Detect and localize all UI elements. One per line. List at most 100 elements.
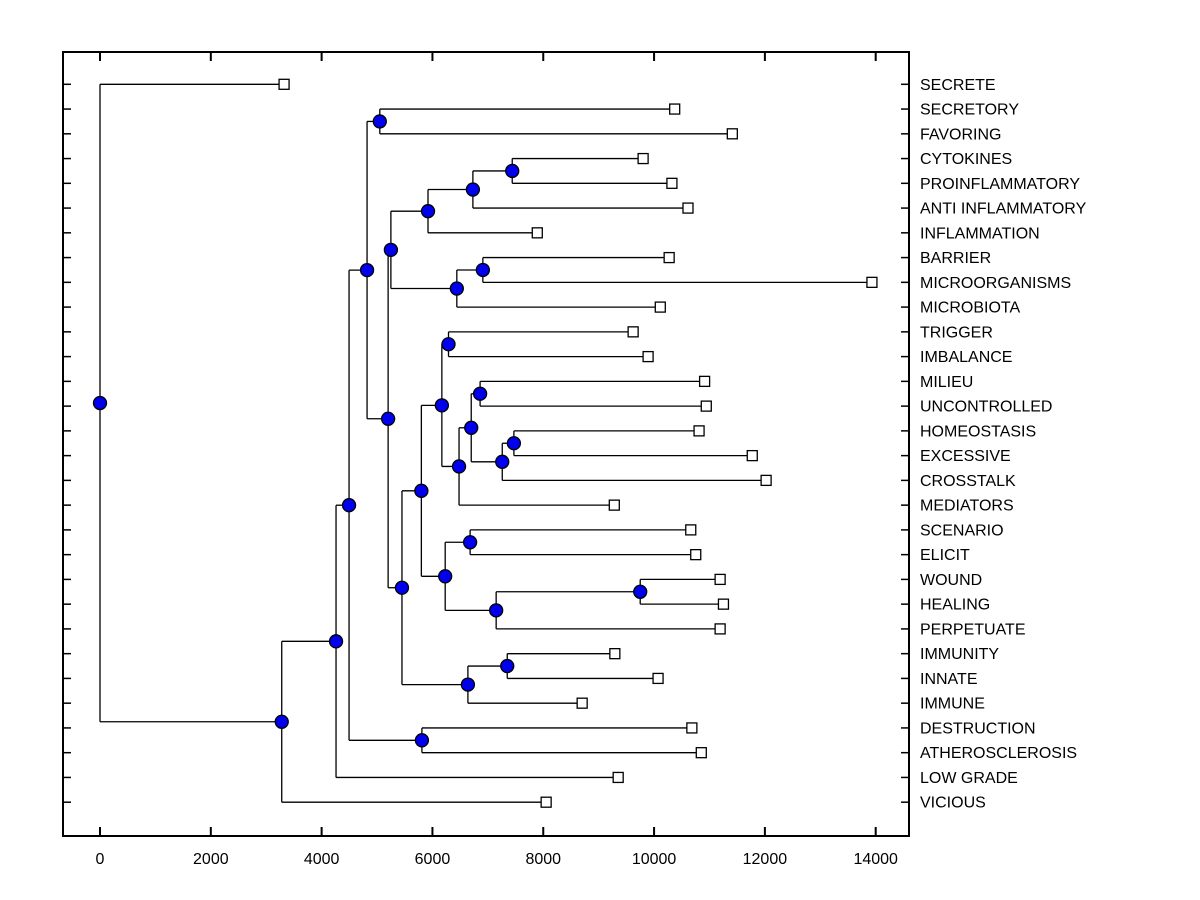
- internal-node-marker: [495, 454, 510, 469]
- x-tick-label: 6000: [415, 851, 451, 868]
- x-tick-label: 0: [96, 851, 105, 868]
- leaf-label: HEALING: [920, 597, 990, 614]
- leaf-node-marker: [666, 177, 678, 189]
- leaf-node-marker: [663, 251, 675, 264]
- leaf-label: INFLAMMATION: [920, 225, 1040, 242]
- leaf-node-marker: [686, 722, 698, 734]
- internal-node-marker: [341, 498, 357, 513]
- x-tick-label: 8000: [525, 851, 561, 868]
- leaf-node-marker: [654, 301, 666, 313]
- internal-node-marker: [414, 733, 430, 748]
- leaf-label: IMBALANCE: [920, 349, 1012, 366]
- leaf-node-marker: [637, 152, 649, 165]
- leaf-label: MEDIATORS: [920, 498, 1014, 515]
- leaf-label: MILIEU: [920, 374, 973, 391]
- internal-node-marker: [359, 262, 375, 278]
- leaf-label: ANTI INFLAMMATORY: [920, 201, 1087, 218]
- leaf-node-marker: [714, 623, 726, 635]
- leaf-label: PERPETUATE: [920, 621, 1026, 638]
- leaf-node-marker: [746, 449, 758, 462]
- leaf-label: WOUND: [920, 572, 982, 589]
- leaf-node-marker: [612, 771, 624, 784]
- leaf-node-marker: [682, 202, 694, 214]
- leaf-label: MICROBIOTA: [920, 300, 1020, 317]
- leaf-label: UNCONTROLLED: [920, 399, 1052, 416]
- leaf-node-marker: [278, 78, 290, 90]
- leaf-node-marker: [576, 697, 588, 709]
- internal-node-marker: [449, 281, 464, 296]
- leaf-node-marker: [531, 227, 543, 239]
- internal-node-marker: [420, 204, 436, 219]
- internal-node-marker: [472, 386, 488, 401]
- internal-node-marker: [505, 163, 520, 179]
- x-tick-label: 4000: [304, 851, 340, 868]
- leaf-label: DESTRUCTION: [920, 720, 1036, 737]
- internal-node-marker: [464, 420, 479, 435]
- leaf-label: INNATE: [920, 671, 977, 688]
- internal-node-marker: [633, 584, 648, 599]
- leaf-label: SECRETE: [920, 77, 996, 94]
- leaf-node-marker: [685, 524, 697, 536]
- x-tick-label: 10000: [632, 851, 677, 868]
- internal-node-marker: [380, 411, 396, 426]
- internal-node-marker: [451, 459, 467, 474]
- x-tick-label: 12000: [743, 851, 788, 868]
- internal-node-marker: [414, 483, 429, 498]
- internal-node-marker: [506, 436, 522, 451]
- leaf-node-marker: [695, 747, 707, 759]
- leaf-label: LOW GRADE: [920, 770, 1018, 787]
- leaf-label: IMMUNITY: [920, 646, 999, 663]
- internal-node-marker: [462, 535, 478, 550]
- leaf-node-marker: [714, 573, 726, 586]
- internal-node-marker: [460, 677, 476, 692]
- leaf-node-marker: [609, 648, 621, 660]
- leaf-label: FAVORING: [920, 126, 1002, 143]
- leaf-node-marker: [642, 350, 654, 363]
- leaf-node-marker: [717, 598, 730, 610]
- leaf-label: PROINFLAMMATORY: [920, 176, 1080, 193]
- leaf-node-marker: [726, 128, 738, 140]
- internal-node-marker: [500, 658, 515, 674]
- internal-node-marker: [394, 580, 410, 595]
- internal-node-marker: [328, 634, 344, 649]
- leaf-node-marker: [690, 548, 702, 561]
- internal-node-marker: [465, 182, 481, 197]
- leaf-label: TRIGGER: [920, 324, 993, 341]
- leaf-label: ELICIT: [920, 547, 970, 564]
- leaf-node-marker: [608, 499, 620, 511]
- leaf-node-marker: [652, 672, 664, 685]
- leaf-label: EXCESSIVE: [920, 448, 1011, 465]
- leaf-label: BARRIER: [920, 250, 991, 267]
- leaf-node-marker: [760, 474, 772, 487]
- leaf-label: MICROORGANISMS: [920, 275, 1071, 292]
- internal-node-marker: [274, 714, 289, 729]
- leaf-label: SCENARIO: [920, 522, 1004, 539]
- internal-node-marker: [383, 242, 399, 257]
- x-tick-label: 2000: [193, 851, 229, 868]
- internal-node-marker: [489, 603, 504, 618]
- leaf-node-marker: [698, 375, 711, 388]
- leaf-label: ATHEROSCLEROSIS: [920, 745, 1077, 762]
- leaf-node-marker: [866, 276, 878, 288]
- leaf-label: CROSSTALK: [920, 473, 1016, 490]
- leaf-node-marker: [669, 103, 681, 115]
- internal-node-marker: [438, 569, 453, 584]
- leaf-node-marker: [540, 796, 552, 808]
- internal-node-marker: [441, 337, 456, 352]
- internal-node-marker: [434, 398, 450, 413]
- leaf-node-marker: [627, 326, 639, 338]
- internal-node-marker: [475, 262, 491, 278]
- leaf-label: VICIOUS: [920, 795, 986, 812]
- leaf-label: SECRETORY: [920, 102, 1019, 119]
- leaf-node-marker: [693, 425, 705, 437]
- x-tick-label: 14000: [853, 851, 898, 868]
- leaf-label: CYTOKINES: [920, 151, 1012, 168]
- internal-node-marker: [372, 114, 387, 129]
- leaf-label: IMMUNE: [920, 696, 985, 713]
- leaf-node-marker: [700, 400, 712, 412]
- leaf-label: HOMEOSTASIS: [920, 423, 1036, 440]
- plot-border: [62, 51, 910, 837]
- internal-node-marker: [92, 395, 108, 411]
